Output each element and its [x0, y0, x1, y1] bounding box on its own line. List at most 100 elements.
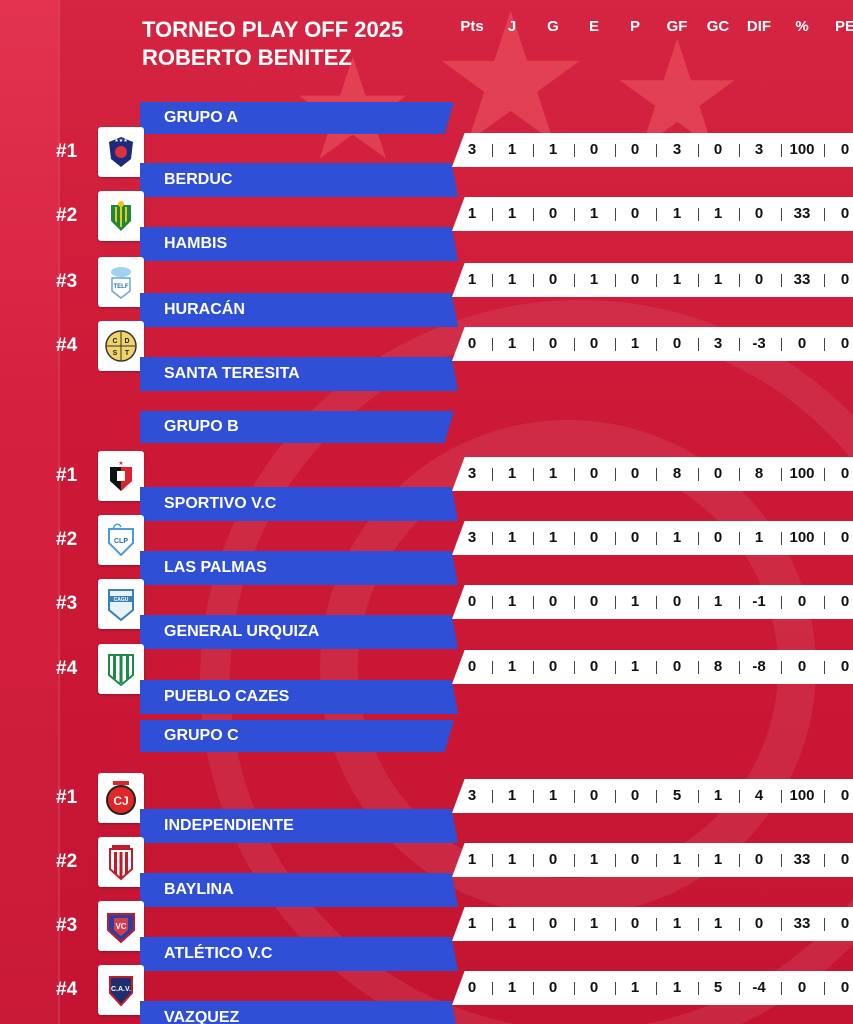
- stat-separator: [573, 596, 575, 609]
- stat-separator: [492, 338, 493, 351]
- stat-cell: 0: [589, 335, 599, 352]
- stat-cell: 1: [548, 465, 558, 482]
- stat-cell: 3: [467, 465, 477, 482]
- team-name: PUEBLO CAZES: [140, 680, 458, 714]
- stat-cell: 0: [672, 593, 682, 610]
- group-label: GRUPO A: [140, 102, 454, 134]
- stat-separator: [656, 918, 657, 931]
- stat-cell: 1: [507, 915, 517, 932]
- stat-separator: [656, 274, 657, 287]
- stat-cell: 5: [713, 979, 723, 996]
- stat-cell: 0: [630, 787, 640, 804]
- stat-separator: [823, 274, 825, 287]
- stat-separator: [738, 790, 740, 803]
- stat-separator: [492, 596, 493, 609]
- stat-cell: 1: [672, 979, 682, 996]
- stat-cell: 3: [467, 787, 477, 804]
- stat-separator: [532, 982, 534, 995]
- stat-cell: 3: [467, 141, 477, 158]
- stat-cell: 0: [840, 205, 850, 222]
- stat-cell: 3: [467, 529, 477, 546]
- team-rank: #1: [56, 787, 78, 808]
- team-stats-row: 0 1 0 0 1 0 8 -8 0 0: [452, 650, 853, 684]
- team-name: VAZQUEZ: [140, 1001, 458, 1024]
- stat-separator: [656, 596, 657, 609]
- stat-separator: [573, 982, 575, 995]
- stat-cell: 0: [548, 979, 558, 996]
- column-header: GF: [666, 18, 688, 35]
- stat-separator: [532, 338, 534, 351]
- stat-separator: [492, 532, 493, 545]
- svg-text:C.A.V.: C.A.V.: [111, 986, 131, 993]
- stat-cell: 0: [713, 529, 723, 546]
- stat-cell: 8: [754, 465, 764, 482]
- stat-cell: 100: [789, 141, 815, 158]
- team-stats-row: 3 1 1 0 0 5 1 4 100 0: [452, 779, 853, 813]
- stat-cell: 1: [672, 851, 682, 868]
- column-header: Pts: [460, 18, 484, 35]
- stat-cell: 8: [672, 465, 682, 482]
- stat-separator: [738, 468, 740, 481]
- stat-cell: 33: [793, 205, 811, 222]
- stat-separator: [738, 338, 740, 351]
- stat-separator: [532, 596, 534, 609]
- team-name: INDEPENDIENTE: [140, 809, 458, 843]
- stat-cell: 1: [713, 205, 723, 222]
- stat-cell: 1: [630, 658, 640, 675]
- team-stats-row: 0 1 0 0 1 1 5 -4 0 0: [452, 971, 853, 1005]
- stat-cell: 1: [713, 915, 723, 932]
- stat-separator: [697, 790, 699, 803]
- stat-cell: 0: [467, 335, 477, 352]
- stat-separator: [656, 144, 657, 157]
- stat-cell: 1: [589, 205, 599, 222]
- stat-cell: 33: [793, 271, 811, 288]
- stat-cell: 1: [548, 141, 558, 158]
- stat-cell: 0: [797, 335, 807, 352]
- stat-separator: [656, 854, 657, 867]
- svg-text:D: D: [124, 338, 129, 345]
- title-line-2: ROBERTO BENITEZ: [142, 45, 352, 70]
- stat-cell: 0: [713, 465, 723, 482]
- stat-cell: 0: [589, 979, 599, 996]
- stat-separator: [738, 661, 740, 674]
- team-stats-row: 3 1 1 0 0 8 0 8 100 0: [452, 457, 853, 491]
- stat-separator: [780, 532, 782, 545]
- stat-separator: [823, 918, 825, 931]
- stat-separator: [738, 854, 740, 867]
- stat-separator: [697, 596, 699, 609]
- stat-cell: 0: [630, 915, 640, 932]
- stat-cell: 0: [754, 915, 764, 932]
- column-headers: Pts J G E P GF GC DIF% PE: [0, 18, 853, 40]
- team-rank: #2: [56, 205, 78, 226]
- stat-cell: 1: [548, 529, 558, 546]
- stat-cell: -1: [752, 593, 766, 610]
- stat-separator: [823, 468, 825, 481]
- stat-separator: [614, 918, 616, 931]
- team-stats-row: 1 1 0 1 0 1 1 0 33 0: [452, 843, 853, 877]
- stat-separator: [780, 468, 782, 481]
- stat-cell: 0: [672, 335, 682, 352]
- stat-separator: [614, 982, 616, 995]
- title-line-1: TORNEO PLAY OFF 2025: [142, 17, 404, 42]
- stat-cell: 1: [630, 593, 640, 610]
- stat-cell: 1: [467, 205, 477, 222]
- stat-separator: [656, 532, 657, 545]
- huracan-shield-icon: TELF: [98, 257, 144, 307]
- stat-separator: [614, 144, 616, 157]
- stat-cell: 1: [507, 593, 517, 610]
- las-palmas-shield-icon: CLP: [98, 515, 144, 565]
- svg-text:CAGU: CAGU: [114, 597, 129, 603]
- stat-cell: 3: [713, 335, 723, 352]
- stat-separator: [573, 208, 575, 221]
- stat-separator: [614, 274, 616, 287]
- stat-cell: 0: [467, 979, 477, 996]
- stat-cell: 1: [467, 851, 477, 868]
- stat-cell: 0: [754, 851, 764, 868]
- column-header: DIF: [746, 18, 772, 35]
- stat-separator: [697, 468, 699, 481]
- stat-separator: [697, 982, 699, 995]
- stat-separator: [656, 790, 657, 803]
- stat-separator: [738, 918, 740, 931]
- stat-separator: [532, 661, 534, 674]
